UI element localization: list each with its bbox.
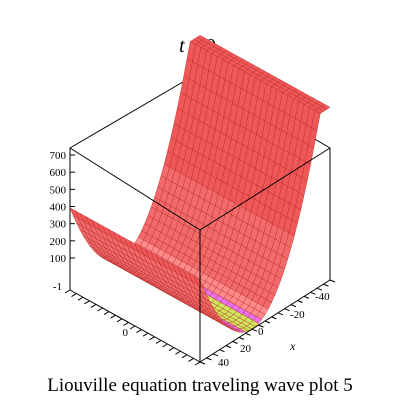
x-tick-mark xyxy=(206,357,212,361)
x-tick-mark xyxy=(251,328,258,332)
x-tick-mark xyxy=(212,353,219,357)
y-tick-mark xyxy=(149,336,155,341)
z-tick-label: 300 xyxy=(50,219,67,231)
x-tick-mark xyxy=(271,316,277,320)
z-tick-label: 700 xyxy=(50,150,67,162)
x-tick-mark xyxy=(310,291,316,295)
surface-mesh xyxy=(69,35,331,333)
x-tick-mark xyxy=(258,324,264,328)
title-variable: t xyxy=(179,35,185,57)
z-tick-label: 500 xyxy=(50,184,67,196)
z-axis: 100 200 300 400 500 600 700 xyxy=(50,150,75,265)
x-tick-mark xyxy=(219,349,225,353)
y-tick-mark xyxy=(84,300,90,305)
x-tick-mark xyxy=(264,320,271,324)
y-tick-mark xyxy=(71,293,77,298)
x-tick-mark xyxy=(284,308,290,312)
y-axis: -1 0 xyxy=(53,281,201,366)
y-tick-mark xyxy=(97,307,103,312)
y-tick-mark xyxy=(162,343,168,348)
y-tick-mark xyxy=(110,314,116,319)
x-tick-mark xyxy=(323,283,329,287)
y-tick-label: 0 xyxy=(123,327,129,339)
x-axis: -40 -20 0 20 40 xyxy=(199,279,336,369)
y-tick-mark xyxy=(168,347,175,352)
y-tick-mark xyxy=(129,325,136,330)
x-tick-label: 40 xyxy=(218,357,230,369)
y-tick-mark xyxy=(123,321,129,326)
x-tick-mark xyxy=(225,345,232,349)
x-tick-mark xyxy=(290,304,297,308)
z-tick-label: 100 xyxy=(50,253,67,265)
x-axis-label: x xyxy=(289,339,296,353)
y-tick-mark xyxy=(188,357,194,362)
x-tick-mark xyxy=(329,279,336,283)
y-tick-mark xyxy=(90,303,97,308)
y-tick-label: -1 xyxy=(53,281,62,293)
z-tick-label: 200 xyxy=(50,236,67,248)
x-tick-mark xyxy=(232,341,238,344)
x-tick-label: 0 xyxy=(258,326,264,338)
y-tick-mark xyxy=(136,329,142,334)
x-tick-mark xyxy=(316,287,323,291)
y-tick-mark xyxy=(64,289,71,294)
y-tick-mark xyxy=(116,318,123,323)
y-tick-mark xyxy=(175,350,181,355)
x-tick-label: 20 xyxy=(240,343,252,355)
x-tick-label: -40 xyxy=(315,291,330,303)
x-tick-mark xyxy=(245,332,251,336)
y-tick-mark xyxy=(181,354,188,359)
x-tick-label: -20 xyxy=(290,309,305,321)
surface-cell xyxy=(194,276,204,289)
y-tick-mark xyxy=(194,361,201,366)
x-tick-mark xyxy=(303,295,310,299)
x-tick-mark xyxy=(238,336,245,340)
z-tick-label: 400 xyxy=(50,202,67,214)
caption: Liouville equation traveling wave plot 5 xyxy=(47,375,353,396)
y-tick-mark xyxy=(77,296,84,301)
x-tick-mark xyxy=(277,312,284,316)
x-tick-mark xyxy=(297,300,303,303)
y-tick-mark xyxy=(142,332,149,337)
z-tick-label: 600 xyxy=(50,167,67,179)
y-tick-mark xyxy=(103,311,110,316)
y-tick-mark xyxy=(155,339,162,344)
x-tick-mark xyxy=(199,361,206,365)
